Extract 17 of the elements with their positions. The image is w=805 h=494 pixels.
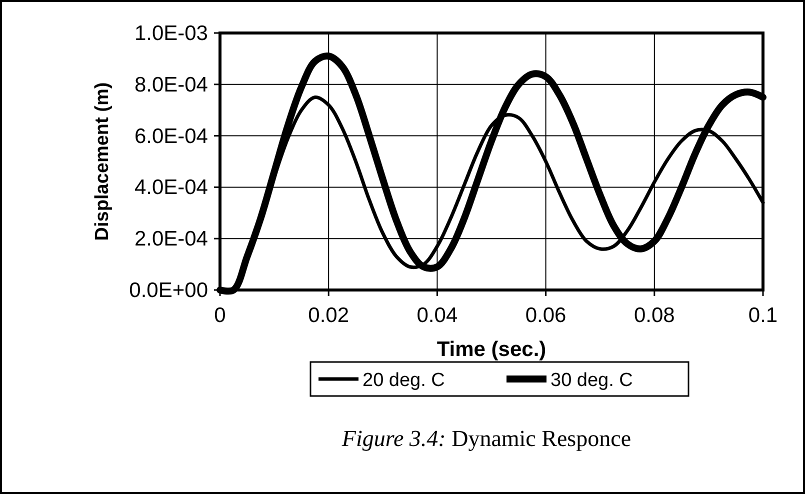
x-tick-label: 0.1	[748, 304, 778, 327]
y-axis-title: Displacement (m)	[92, 82, 113, 241]
y-tick-label: 6.0E-04	[134, 124, 208, 148]
x-axis-title: Time (sec.)	[436, 338, 546, 361]
y-tick-label: 2.0E-04	[134, 228, 208, 251]
x-tick-label: 0.08	[634, 304, 675, 327]
x-tick-label: 0.04	[416, 304, 458, 327]
legend-label: 20 deg. C	[362, 370, 445, 391]
x-tick-label: 0.06	[525, 304, 566, 327]
x-tick-label: 0	[214, 304, 226, 327]
y-tick-label: 1.0E-03	[134, 22, 208, 45]
legend-label: 30 deg. C	[550, 370, 633, 391]
y-tick-label: 8.0E-04	[134, 73, 208, 96]
text: Figure 3.4: Dynamic Responce	[340, 426, 632, 451]
y-tick-label: 4.0E-04	[134, 176, 208, 200]
y-tick-label: 0.0E+00	[129, 279, 208, 302]
x-tick-label: 0.02	[308, 304, 350, 327]
